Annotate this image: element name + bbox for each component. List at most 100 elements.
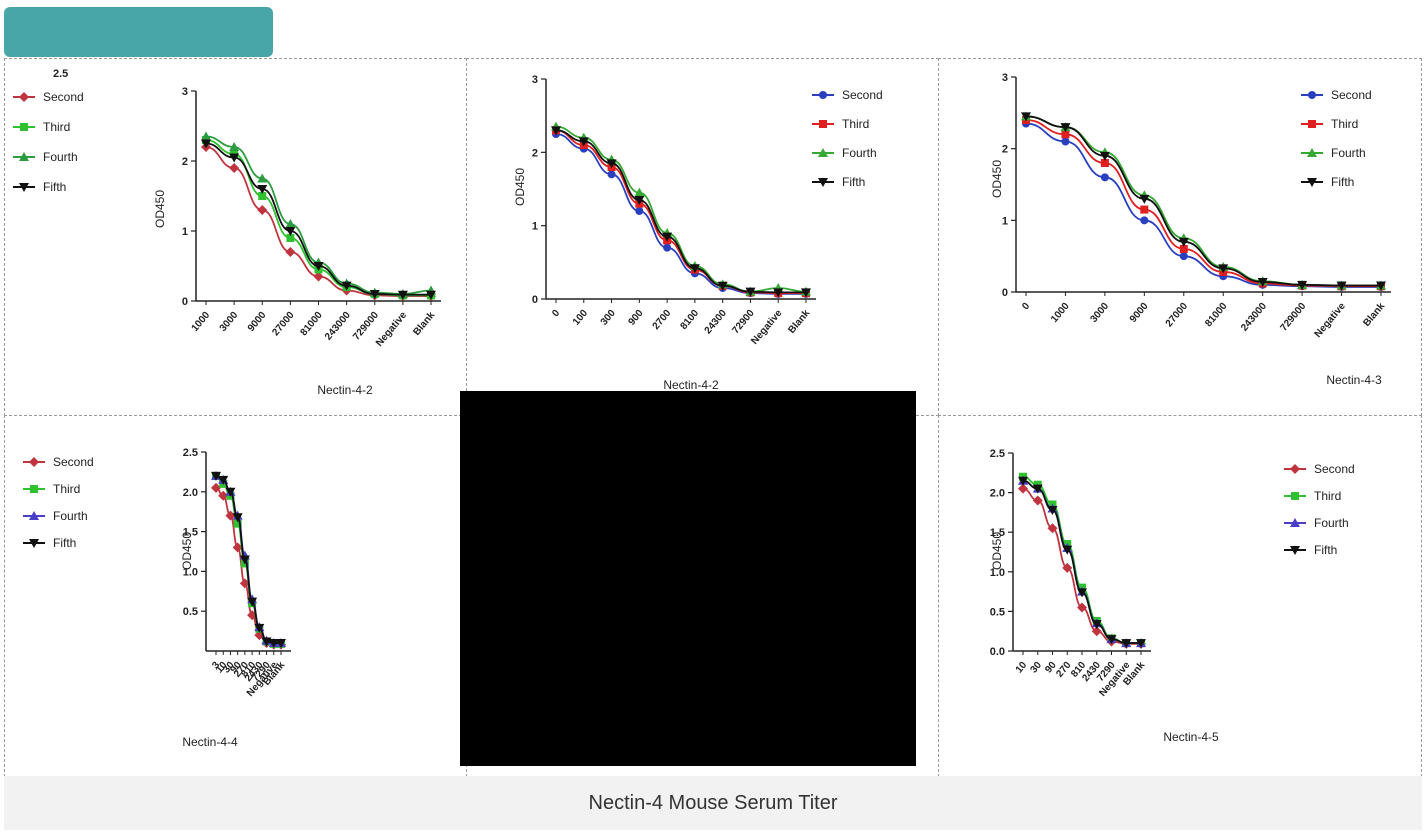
data-point — [257, 173, 268, 183]
legend-label: Third — [1314, 489, 1341, 503]
x-tick-label: 81000 — [298, 310, 325, 339]
series-line — [215, 474, 281, 644]
legend-item: Fifth — [1284, 543, 1337, 557]
legend-item: Third — [812, 117, 869, 131]
legend-marker — [1290, 518, 1300, 527]
data-point — [369, 290, 380, 299]
data-point — [1077, 588, 1087, 598]
y-tick-label: 2.5 — [990, 448, 1005, 460]
data-point — [285, 219, 296, 228]
legend-label: Fifth — [842, 175, 865, 189]
legend-marker — [19, 152, 29, 161]
x-tick-label: 243000 — [323, 310, 353, 343]
redacted-black-block — [460, 391, 916, 766]
legend-label: Third — [1331, 117, 1358, 131]
series-line — [1022, 479, 1141, 644]
data-point — [285, 247, 296, 257]
legend-item: Third — [23, 482, 80, 496]
chart-svg: 0.00.51.01.52.02.510 30 9027081024307290Ne… — [990, 448, 1355, 744]
legend-label: Third — [53, 482, 80, 496]
data-point — [268, 639, 279, 649]
data-point — [1062, 545, 1073, 555]
y-tick-label: 0.0 — [990, 646, 1005, 658]
legend-label: Second — [842, 88, 883, 102]
data-point — [261, 637, 272, 647]
legend-item: Fifth — [13, 180, 66, 194]
data-point — [1018, 476, 1028, 486]
data-point — [232, 513, 243, 523]
data-point — [313, 271, 324, 282]
data-point — [211, 482, 221, 493]
figure-caption-bar: Nectin-4 Mouse Serum Titer — [4, 776, 1422, 830]
y-tick-label: 2.5 — [183, 447, 198, 459]
legend-marker — [819, 91, 827, 99]
data-point — [426, 290, 436, 300]
x-tick-label: 9000 — [1128, 301, 1151, 325]
series-third — [1022, 116, 1385, 291]
data-point — [689, 264, 700, 274]
x-tick-label: 10 — [1014, 660, 1030, 676]
x-tick-label: Negative — [1313, 301, 1349, 340]
series-line — [1025, 122, 1381, 288]
legend-item: Third — [13, 120, 70, 134]
data-point — [717, 281, 728, 291]
legend-marker — [818, 148, 828, 157]
legend-item: Fifth — [812, 175, 865, 189]
data-point — [201, 139, 211, 149]
series-fifth — [1021, 112, 1386, 291]
legend-marker — [30, 485, 38, 493]
y-tick-label: 1 — [1002, 215, 1008, 227]
data-point — [233, 519, 242, 528]
legend-marker — [19, 183, 29, 192]
y-axis-label: OD450 — [180, 532, 194, 570]
data-point — [201, 131, 211, 141]
y-tick-label: 2.0 — [183, 487, 198, 499]
y-tick-label: 1 — [182, 226, 188, 238]
y-tick-label: 2 — [1002, 144, 1008, 156]
data-point — [247, 597, 258, 607]
legend-label: Third — [842, 117, 869, 131]
data-point — [635, 207, 644, 215]
series-fifth — [551, 126, 811, 298]
legend-marker — [1290, 464, 1300, 474]
legend-label: Second — [1331, 88, 1372, 102]
series-line — [555, 133, 806, 295]
data-point — [1136, 639, 1146, 649]
x-tick-label: 1000 — [1049, 301, 1072, 325]
data-point — [773, 288, 784, 298]
legend-label: Fourth — [43, 150, 78, 164]
data-point — [1061, 137, 1070, 146]
legend-marker — [29, 511, 39, 520]
legend-label: Third — [43, 120, 70, 134]
x-tick-label: 100 — [571, 308, 590, 328]
legend-label: Fifth — [1314, 543, 1337, 557]
data-point — [341, 281, 352, 291]
data-point — [239, 578, 250, 589]
data-point — [662, 232, 673, 242]
legend-marker — [1290, 546, 1300, 555]
x-tick-label: 27000 — [270, 310, 297, 339]
legend-marker — [20, 123, 28, 131]
x-tick-label: 0 — [1020, 301, 1032, 313]
header-tab — [4, 7, 273, 57]
x-tick-label: 2700 — [651, 308, 674, 332]
series-second — [1018, 483, 1146, 649]
series-line — [555, 129, 806, 294]
data-point — [663, 243, 672, 252]
data-point — [1032, 484, 1043, 494]
data-point — [1099, 151, 1110, 161]
data-point — [1047, 523, 1058, 534]
data-point — [1060, 123, 1071, 133]
legend-item: Third — [1284, 489, 1341, 503]
x-tick-label: 3000 — [218, 310, 241, 334]
x-axis-label: Nectin-4-4 — [182, 735, 238, 749]
data-point — [229, 153, 240, 163]
data-point — [634, 196, 645, 205]
series-second — [552, 130, 810, 298]
y-tick-label: 0 — [182, 296, 188, 308]
y-tick-label: 2 — [532, 147, 538, 159]
legend-marker — [818, 178, 828, 187]
chart-svg: 0.51.01.52.02.5310309027081024307290Nega… — [23, 447, 291, 749]
x-tick-label: Blank — [1361, 301, 1387, 329]
legend-item: Fourth — [1284, 516, 1349, 530]
